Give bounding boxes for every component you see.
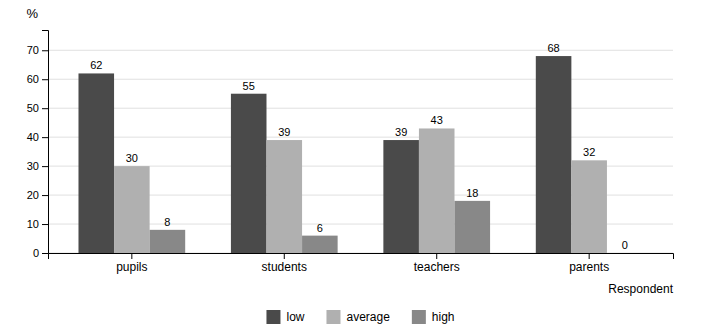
tick-mark <box>42 137 48 138</box>
axis-line <box>42 31 49 254</box>
x-axis: pupils students teachers parents <box>49 253 674 274</box>
data-label: 32 <box>583 146 595 158</box>
tick: 60 <box>27 73 48 85</box>
tick-mark <box>42 195 48 196</box>
tick-mark <box>284 253 285 259</box>
tick-label: students <box>262 260 307 274</box>
data-label: 18 <box>466 187 478 199</box>
tick-label: 60 <box>27 73 39 85</box>
tick-mark <box>42 108 48 109</box>
grid <box>48 50 673 253</box>
tick-label: 20 <box>27 189 39 201</box>
data-label: 55 <box>243 80 255 92</box>
y-axis-title: % <box>26 6 38 21</box>
legend-item: high <box>412 310 455 324</box>
data-label: 30 <box>126 152 138 164</box>
grid-line <box>48 79 673 80</box>
bar <box>231 94 267 253</box>
tick: 40 <box>27 131 48 143</box>
tick-label: 40 <box>27 131 39 143</box>
tick: teachers <box>414 253 460 274</box>
tick: 20 <box>27 189 48 201</box>
legend-item: average <box>326 310 390 324</box>
tick-mark <box>589 253 590 259</box>
data-label: 0 <box>622 239 628 251</box>
tick-label: 0 <box>33 247 39 259</box>
bar <box>383 140 419 253</box>
bar <box>536 56 572 253</box>
bar <box>607 253 643 254</box>
bar <box>114 166 150 253</box>
bar <box>302 236 338 253</box>
bar-series <box>78 56 571 253</box>
legend-swatch <box>412 310 426 324</box>
data-label: 62 <box>90 59 102 71</box>
axis-line <box>49 254 674 260</box>
tick: 0 <box>33 247 48 259</box>
bar <box>150 230 186 253</box>
tick: 70 <box>27 44 48 56</box>
grid-line <box>48 137 673 138</box>
bar-series <box>114 128 607 253</box>
plot: 62 55 39 68 30 39 43 32 8 6 18 0 0 10 20 30 40 50 60 70 pupi… <box>27 31 674 274</box>
tick: 10 <box>27 218 48 230</box>
tick: 50 <box>27 102 48 114</box>
data-label: 39 <box>278 126 290 138</box>
tick-mark <box>42 50 48 51</box>
tick-mark <box>42 253 48 254</box>
legend-label: low <box>286 310 304 324</box>
tick-label: 10 <box>27 218 39 230</box>
chart-svg: 62 55 39 68 30 39 43 32 8 6 18 0 0 10 20 30 40 50 60 70 pupi… <box>0 0 703 335</box>
data-label: 68 <box>547 42 559 54</box>
tick-label: teachers <box>414 260 460 274</box>
tick-mark <box>436 253 437 259</box>
bar <box>455 201 491 253</box>
x-axis-title: Respondent <box>608 282 673 296</box>
tick-label: pupils <box>116 260 147 274</box>
bar <box>571 160 607 253</box>
y-axis: 0 10 20 30 40 50 60 70 <box>27 31 49 260</box>
grid-line <box>48 50 673 51</box>
bar-series <box>150 201 490 253</box>
grid-line <box>48 108 673 109</box>
bar <box>419 128 455 253</box>
bars <box>78 56 606 253</box>
tick: parents <box>569 253 609 274</box>
legend-label: average <box>346 310 390 324</box>
legend-label: high <box>432 310 455 324</box>
tick-label: 70 <box>27 44 39 56</box>
legend: low average high <box>266 310 454 324</box>
bar <box>78 73 114 253</box>
data-label: 39 <box>395 126 407 138</box>
legend-swatch <box>266 310 280 324</box>
tick-mark <box>42 166 48 167</box>
legend-swatch <box>326 310 340 324</box>
bar <box>266 140 302 253</box>
data-label: 6 <box>317 222 323 234</box>
data-label: 43 <box>431 114 443 126</box>
legend-item: low <box>266 310 304 324</box>
tick: students <box>262 253 307 274</box>
data-labels: 62 55 39 68 30 39 43 32 8 6 18 0 <box>90 42 628 251</box>
tick-label: 30 <box>27 160 39 172</box>
tick-mark <box>42 224 48 225</box>
tick-mark <box>42 79 48 80</box>
tick-mark <box>131 253 132 259</box>
chart-container: 62 55 39 68 30 39 43 32 8 6 18 0 0 10 20 30 40 50 60 70 pupi… <box>0 0 703 335</box>
data-label: 8 <box>164 216 170 228</box>
tick-label: parents <box>569 260 609 274</box>
tick: pupils <box>116 253 147 274</box>
tick: 30 <box>27 160 48 172</box>
tick-label: 50 <box>27 102 39 114</box>
